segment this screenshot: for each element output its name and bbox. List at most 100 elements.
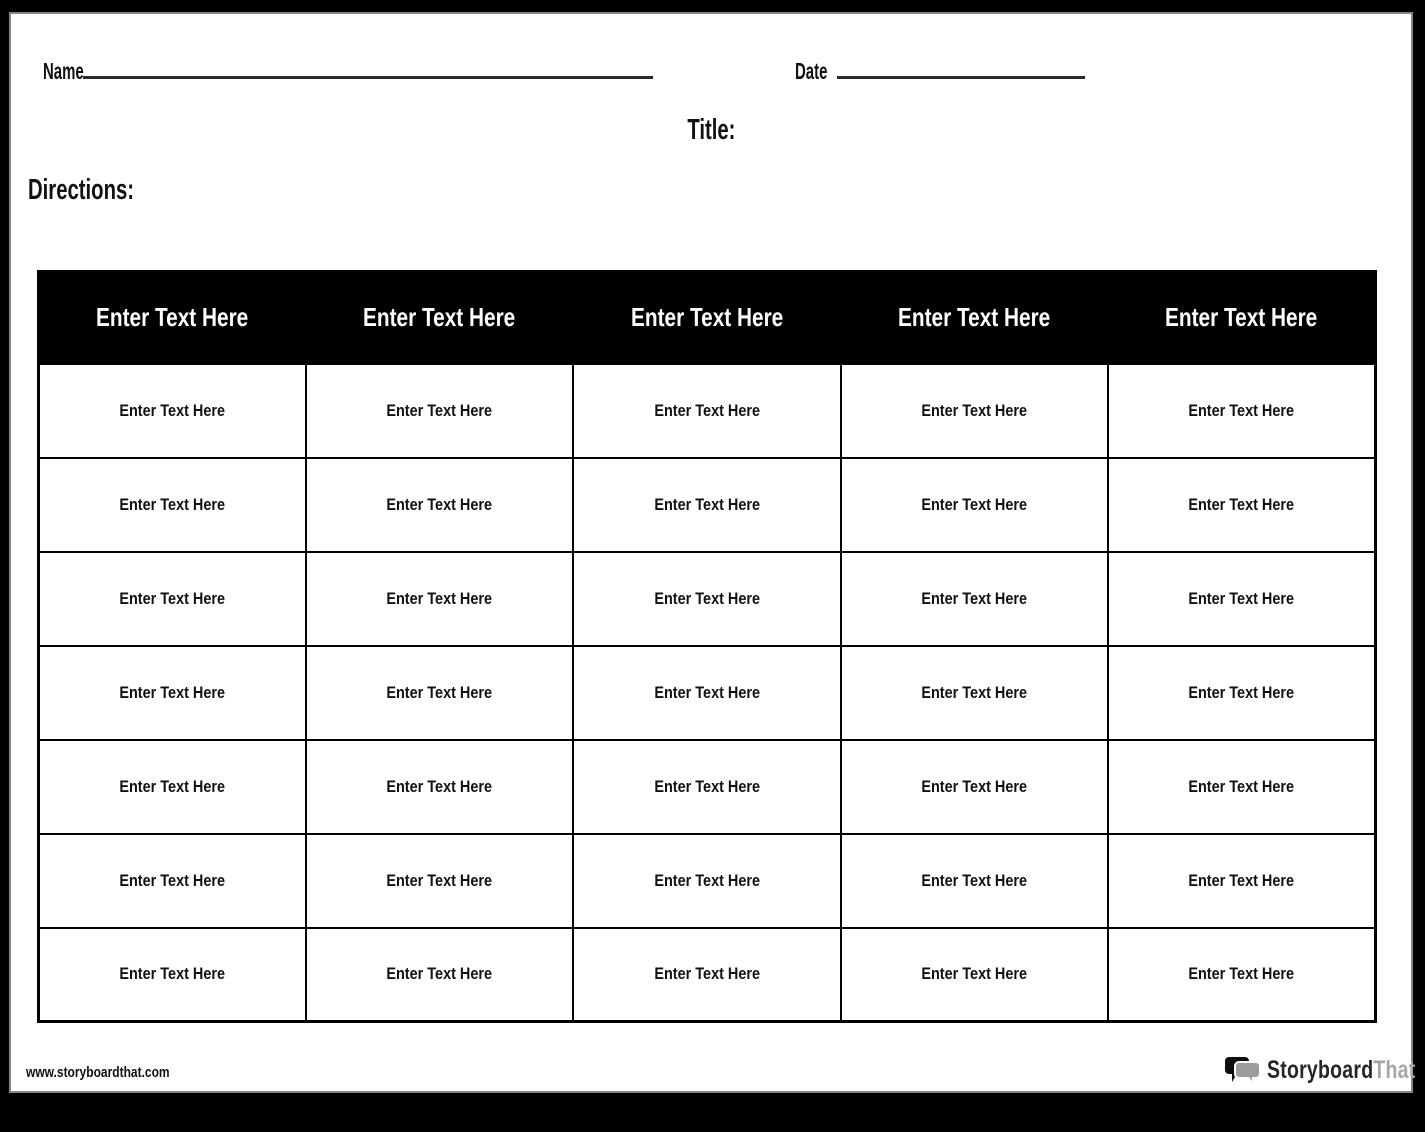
table-cell[interactable]: Enter Text Here: [304, 926, 575, 1023]
speech-bubbles-icon: [1225, 1055, 1261, 1087]
table-cell[interactable]: Enter Text Here: [304, 644, 575, 741]
table-cell[interactable]: Enter Text Here: [1107, 926, 1377, 1023]
table-cell[interactable]: Enter Text Here: [572, 362, 842, 459]
date-fill-in-line: [837, 76, 1085, 79]
logo-text-that: That: [1373, 1055, 1416, 1084]
cell-text: Enter Text Here: [1188, 682, 1295, 702]
cell-text: Enter Text Here: [1188, 964, 1295, 984]
cell-text: Enter Text Here: [654, 400, 760, 420]
cell-text: Enter Text Here: [386, 964, 493, 984]
table-header-row: Enter Text Here Enter Text Here Enter Te…: [37, 270, 1377, 365]
table-cell[interactable]: Enter Text Here: [37, 456, 307, 553]
table-cell[interactable]: Enter Text Here: [839, 456, 1110, 553]
table-cell[interactable]: Enter Text Here: [1107, 456, 1377, 553]
column-header[interactable]: Enter Text Here: [37, 270, 307, 365]
cell-text: Enter Text Here: [1188, 400, 1295, 420]
cell-text: Enter Text Here: [921, 682, 1028, 702]
name-fill-in-line: [83, 76, 653, 79]
table-cell[interactable]: Enter Text Here: [839, 362, 1110, 459]
cell-text: Enter Text Here: [1188, 494, 1295, 514]
storyboardthat-logo: StoryboardThat: [1225, 1052, 1425, 1088]
table-cell[interactable]: Enter Text Here: [304, 550, 575, 647]
date-label: Date: [795, 58, 828, 84]
table-cell[interactable]: Enter Text Here: [1107, 832, 1377, 929]
table-cell[interactable]: Enter Text Here: [37, 926, 307, 1023]
table-cell[interactable]: Enter Text Here: [572, 738, 842, 835]
table-cell[interactable]: Enter Text Here: [1107, 738, 1377, 835]
cell-text: Enter Text Here: [119, 870, 226, 890]
cell-text: Enter Text Here: [119, 588, 226, 608]
cell-text: Enter Text Here: [119, 494, 226, 514]
table-row: Enter Text Here Enter Text Here Enter Te…: [37, 926, 1377, 1023]
column-header-text: Enter Text Here: [363, 302, 516, 333]
column-header-text: Enter Text Here: [630, 302, 784, 333]
table-cell[interactable]: Enter Text Here: [37, 738, 307, 835]
table-cell[interactable]: Enter Text Here: [37, 832, 307, 929]
cell-text: Enter Text Here: [921, 870, 1028, 890]
cell-text: Enter Text Here: [386, 682, 493, 702]
logo-text-storyboard: Storyboard: [1267, 1055, 1374, 1084]
table-cell[interactable]: Enter Text Here: [839, 738, 1110, 835]
cell-text: Enter Text Here: [654, 682, 760, 702]
table-cell[interactable]: Enter Text Here: [304, 832, 575, 929]
cell-text: Enter Text Here: [1188, 870, 1295, 890]
table-cell[interactable]: Enter Text Here: [304, 738, 575, 835]
cell-text: Enter Text Here: [386, 494, 493, 514]
directions: Directions:: [28, 174, 179, 206]
table-row: Enter Text Here Enter Text Here Enter Te…: [37, 832, 1377, 929]
column-header-text: Enter Text Here: [96, 302, 249, 333]
table-cell[interactable]: Enter Text Here: [572, 832, 842, 929]
table-cell[interactable]: Enter Text Here: [572, 550, 842, 647]
table-cell[interactable]: Enter Text Here: [839, 926, 1110, 1023]
table-cell[interactable]: Enter Text Here: [304, 362, 575, 459]
cell-text: Enter Text Here: [654, 776, 760, 796]
name-label: Name: [43, 58, 84, 84]
directions-label: Directions:: [28, 174, 135, 206]
column-header-text: Enter Text Here: [1165, 302, 1318, 333]
column-header[interactable]: Enter Text Here: [1107, 270, 1377, 365]
cell-text: Enter Text Here: [654, 964, 760, 984]
table-cell[interactable]: Enter Text Here: [839, 550, 1110, 647]
table-row: Enter Text Here Enter Text Here Enter Te…: [37, 362, 1377, 459]
column-header-text: Enter Text Here: [898, 302, 1051, 333]
cell-text: Enter Text Here: [921, 400, 1028, 420]
worksheet-table: Enter Text Here Enter Text Here Enter Te…: [37, 270, 1377, 1023]
cell-text: Enter Text Here: [386, 588, 493, 608]
cell-text: Enter Text Here: [1188, 588, 1295, 608]
table-cell[interactable]: Enter Text Here: [572, 926, 842, 1023]
website-url: www.storyboardthat.com: [26, 1064, 170, 1081]
cell-text: Enter Text Here: [921, 494, 1028, 514]
table-cell[interactable]: Enter Text Here: [37, 644, 307, 741]
cell-text: Enter Text Here: [921, 776, 1028, 796]
cell-text: Enter Text Here: [1188, 776, 1295, 796]
table-cell[interactable]: Enter Text Here: [37, 550, 307, 647]
table-row: Enter Text Here Enter Text Here Enter Te…: [37, 738, 1377, 835]
column-header[interactable]: Enter Text Here: [572, 270, 842, 365]
cell-text: Enter Text Here: [386, 870, 493, 890]
column-header[interactable]: Enter Text Here: [304, 270, 575, 365]
table-cell[interactable]: Enter Text Here: [1107, 362, 1377, 459]
worksheet-page: Name Date Title: Directions: Enter Text …: [9, 12, 1415, 1093]
cell-text: Enter Text Here: [921, 588, 1028, 608]
table-cell[interactable]: Enter Text Here: [839, 644, 1110, 741]
cell-text: Enter Text Here: [386, 400, 493, 420]
cell-text: Enter Text Here: [654, 870, 760, 890]
table-cell[interactable]: Enter Text Here: [1107, 550, 1377, 647]
cell-text: Enter Text Here: [119, 400, 226, 420]
table-cell[interactable]: Enter Text Here: [572, 644, 842, 741]
cell-text: Enter Text Here: [386, 776, 493, 796]
table-cell[interactable]: Enter Text Here: [37, 362, 307, 459]
cell-text: Enter Text Here: [119, 964, 226, 984]
table-cell[interactable]: Enter Text Here: [304, 456, 575, 553]
cell-text: Enter Text Here: [119, 776, 226, 796]
table-cell[interactable]: Enter Text Here: [572, 456, 842, 553]
cell-text: Enter Text Here: [654, 588, 760, 608]
column-header[interactable]: Enter Text Here: [839, 270, 1110, 365]
table-cell[interactable]: Enter Text Here: [1107, 644, 1377, 741]
table-cell[interactable]: Enter Text Here: [839, 832, 1110, 929]
logo-wordmark: StoryboardThat: [1267, 1056, 1415, 1085]
table-row: Enter Text Here Enter Text Here Enter Te…: [37, 456, 1377, 553]
page-title: Title:: [11, 114, 1411, 146]
cell-text: Enter Text Here: [119, 682, 226, 702]
title-label: Title:: [686, 114, 736, 146]
